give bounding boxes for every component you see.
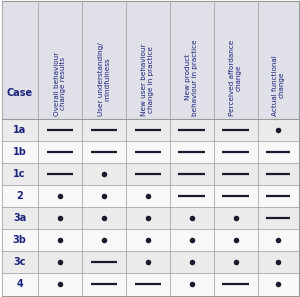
- Text: 3b: 3b: [13, 236, 27, 245]
- Text: Overall behaviour
change results: Overall behaviour change results: [54, 51, 66, 116]
- Bar: [2, 229, 298, 251]
- Text: 1c: 1c: [14, 169, 26, 179]
- Text: New user behaviour
change in practice: New user behaviour change in practice: [142, 43, 154, 116]
- Text: Actual functional
change: Actual functional change: [272, 55, 284, 116]
- Text: 3c: 3c: [14, 257, 26, 267]
- Bar: [2, 185, 298, 207]
- Text: 1a: 1a: [13, 125, 26, 135]
- Text: Case: Case: [7, 88, 33, 98]
- Bar: [2, 141, 298, 163]
- Bar: [2, 1, 298, 119]
- Bar: [2, 207, 298, 229]
- Text: User understanding/
mindfulness: User understanding/ mindfulness: [98, 42, 110, 116]
- Text: 1b: 1b: [13, 147, 27, 157]
- Text: New product
behaviour in practice: New product behaviour in practice: [185, 39, 198, 116]
- Text: 3a: 3a: [13, 213, 26, 223]
- Bar: [2, 251, 298, 274]
- Text: Perceived affordance
change: Perceived affordance change: [230, 39, 242, 116]
- Text: 4: 4: [16, 279, 23, 290]
- Bar: [2, 274, 298, 296]
- Text: 2: 2: [16, 191, 23, 201]
- Bar: [2, 163, 298, 185]
- Bar: [2, 119, 298, 141]
